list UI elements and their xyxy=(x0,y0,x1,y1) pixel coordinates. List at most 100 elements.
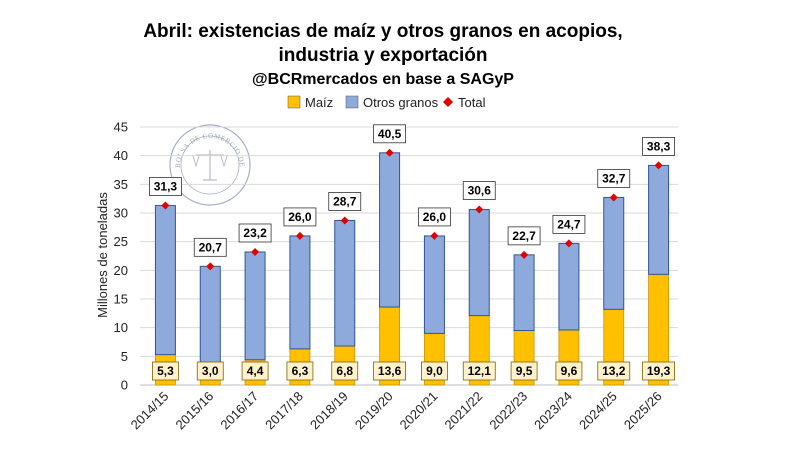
x-tick-label: 2019/20 xyxy=(352,389,396,433)
maiz-label-box xyxy=(196,361,224,381)
total-value-label: 26,0 xyxy=(288,210,312,224)
total-value-label: 38,3 xyxy=(647,139,671,153)
maiz-label-box xyxy=(510,361,538,381)
y-tick-label: 45 xyxy=(114,120,128,135)
y-tick-label: 0 xyxy=(121,378,128,393)
total-value-label: 31,3 xyxy=(154,180,178,194)
legend-swatch-otros-granos xyxy=(345,95,359,109)
x-tick-label: 2022/23 xyxy=(486,389,530,433)
total-value-label: 24,7 xyxy=(557,217,581,231)
legend-label-otros-granos: Otros granos xyxy=(363,95,439,110)
y-axis-label: Millones de toneladas xyxy=(95,192,110,318)
y-tick-label: 5 xyxy=(121,349,128,364)
total-label-box xyxy=(418,207,451,227)
total-value-label: 23,2 xyxy=(243,226,267,240)
bar-otros-granos xyxy=(603,197,625,310)
total-label-box xyxy=(642,137,675,156)
total-label-box xyxy=(373,124,406,144)
y-tick-label: 40 xyxy=(114,148,128,163)
total-value-label: 32,7 xyxy=(602,172,626,186)
x-tick-label: 2016/17 xyxy=(217,389,261,433)
x-tick-label: 2020/21 xyxy=(397,389,441,433)
bar-otros-granos xyxy=(513,254,535,332)
chart-title-line-1: Abril: existencias de maíz y otros grano… xyxy=(143,21,622,42)
maiz-label-box xyxy=(286,361,314,381)
total-value-label: 20,7 xyxy=(199,240,223,254)
total-label-box xyxy=(597,169,631,188)
x-tick-label: 2023/24 xyxy=(531,389,575,433)
maiz-value-label: 3,0 xyxy=(202,364,219,378)
legend-marker-total xyxy=(443,97,453,107)
total-label-box xyxy=(149,177,182,196)
x-tick-label: 2021/22 xyxy=(442,389,486,433)
total-label-box xyxy=(283,207,317,227)
total-label-box xyxy=(238,223,272,243)
maiz-label-box xyxy=(152,361,179,381)
total-value-label: 30,6 xyxy=(468,184,492,198)
maiz-value-label: 9,6 xyxy=(561,364,578,378)
y-tick-label: 25 xyxy=(114,234,128,249)
bar-otros-granos xyxy=(468,209,490,317)
bar-otros-granos xyxy=(289,235,311,350)
maiz-value-label: 6,8 xyxy=(336,364,353,378)
bar-otros-granos xyxy=(423,235,445,334)
y-tick-label: 20 xyxy=(114,263,128,278)
legend-swatch-maiz xyxy=(287,95,301,109)
bar-otros-granos xyxy=(199,265,221,369)
total-value-label: 40,5 xyxy=(378,127,402,141)
total-marker xyxy=(251,247,260,256)
x-tick-label: 2015/16 xyxy=(173,389,217,433)
total-marker xyxy=(295,231,304,240)
maiz-label-box xyxy=(597,361,631,381)
x-tick-label: 2014/15 xyxy=(128,389,172,433)
total-marker xyxy=(520,250,529,259)
x-tick-label: 2025/26 xyxy=(621,389,665,433)
maiz-value-label: 4,4 xyxy=(247,364,264,378)
maiz-label-box xyxy=(462,361,496,381)
maiz-value-label: 5,3 xyxy=(157,364,174,378)
bar-otros-granos xyxy=(379,152,401,308)
legend-label-maiz: Maíz xyxy=(305,95,333,110)
maiz-label-box xyxy=(241,361,269,381)
total-value-label: 22,7 xyxy=(512,229,536,243)
bar-otros-granos xyxy=(558,242,580,331)
chart-title-line-2: industria y exportación xyxy=(278,45,487,66)
maiz-label-box xyxy=(642,361,675,381)
maiz-value-label: 9,5 xyxy=(516,364,533,378)
y-tick-label: 35 xyxy=(114,177,128,192)
total-label-box xyxy=(462,181,496,200)
total-marker xyxy=(475,205,484,214)
maiz-label-box xyxy=(421,361,448,381)
maiz-label-box xyxy=(331,361,359,381)
bar-otros-granos xyxy=(334,219,356,347)
total-label-box xyxy=(328,192,362,211)
total-label-box xyxy=(552,214,586,234)
bar-otros-granos xyxy=(154,205,176,356)
gridlines xyxy=(140,126,678,386)
maiz-label-box xyxy=(373,361,406,381)
chart-subtitle: @BCRmercados en base a SAGyP xyxy=(252,71,514,88)
total-value-label: 28,7 xyxy=(333,194,357,208)
total-marker xyxy=(340,216,349,225)
bar-otros-granos xyxy=(648,164,670,275)
maiz-value-label: 9,0 xyxy=(426,364,443,378)
total-marker xyxy=(609,193,618,202)
total-marker xyxy=(564,239,573,248)
y-tick-label: 30 xyxy=(114,206,128,221)
maiz-value-label: 12,1 xyxy=(468,364,492,378)
maiz-value-label: 13,2 xyxy=(602,364,626,378)
total-marker xyxy=(654,161,663,170)
maiz-value-label: 6,3 xyxy=(292,364,309,378)
total-marker xyxy=(430,231,439,240)
legend: Maíz Otros granos Total xyxy=(287,95,486,110)
x-tick-label: 2018/19 xyxy=(307,389,351,433)
y-tick-label: 10 xyxy=(114,320,128,335)
maiz-value-label: 19,3 xyxy=(647,364,671,378)
total-marker xyxy=(385,148,394,157)
x-axis-ticks: 2014/15 2015/16 2016/17 2017/18 2018/19 2019/… xyxy=(128,389,665,433)
total-marker xyxy=(161,201,170,210)
total-label-box xyxy=(193,237,227,257)
maiz-value-label: 13,6 xyxy=(378,364,402,378)
total-value-label: 26,0 xyxy=(423,210,447,224)
